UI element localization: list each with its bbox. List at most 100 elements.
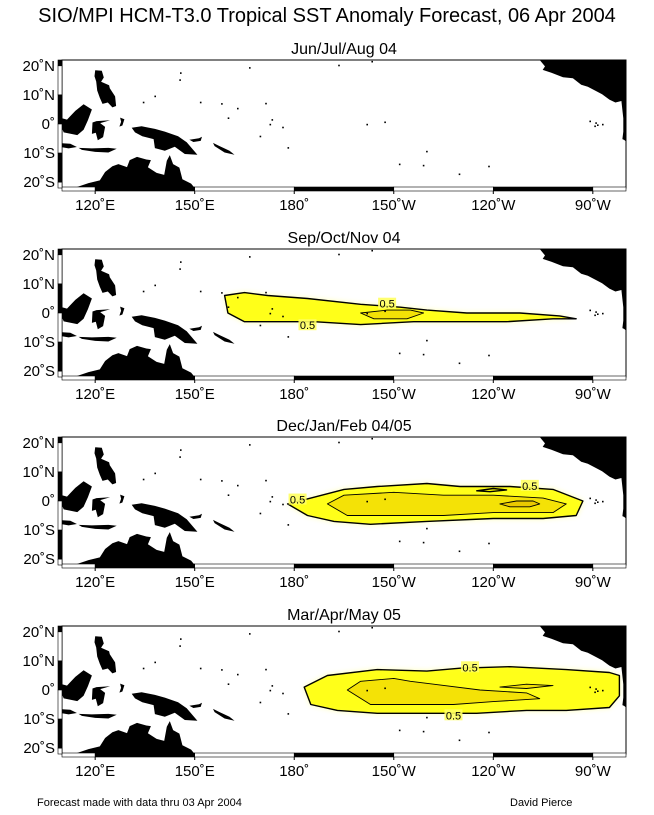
- landmass-sulawesi: [91, 497, 111, 518]
- lat-border-segment: [57, 312, 63, 343]
- x-tick-label-150-e: 150˚E: [175, 197, 215, 214]
- island-dot: [589, 497, 591, 500]
- island-dot: [221, 103, 223, 105]
- lat-border-segment: [57, 283, 63, 314]
- island-dot: [426, 150, 428, 153]
- y-tick-label: 10˚N: [22, 87, 55, 104]
- plot-area: 0.5 0.5: [62, 437, 626, 565]
- landmass-newbritain: [189, 513, 202, 519]
- map-panel-3: Dec/Jan/Feb 04/05 0.5 0.5 120˚E 150˚E 180˚ 150…: [22, 418, 627, 591]
- island-dot: [249, 256, 251, 258]
- y-tick-label: 20˚N: [22, 624, 55, 641]
- island-dot: [180, 72, 182, 74]
- x-tick-label-90-w: 90˚W: [575, 574, 612, 591]
- x-tick-label-150-e: 150˚E: [175, 386, 215, 403]
- lat-border-segment: [57, 471, 63, 502]
- lon-border-segment: [94, 563, 196, 569]
- island-dot: [265, 668, 267, 671]
- contour-line-0-5: [223, 291, 577, 326]
- contour-line-0-5: [476, 487, 508, 493]
- lat-border-segment: [57, 65, 63, 96]
- anomaly-fill-0-7: [327, 492, 567, 516]
- island-dot: [199, 101, 202, 104]
- contour-line-0-5: [303, 666, 621, 714]
- island-dot: [594, 314, 596, 317]
- island-dot: [287, 336, 290, 338]
- y-tick-label: 20˚N: [22, 247, 55, 264]
- lon-border-segment: [61, 375, 96, 381]
- island-dot: [237, 484, 239, 487]
- landmass-cuba: [610, 437, 626, 442]
- contour-label-bg: [288, 493, 307, 505]
- lat-border-segment: [57, 500, 63, 531]
- landmass-halmahera: [119, 683, 125, 693]
- island-dot: [154, 472, 156, 475]
- island-dot: [398, 163, 401, 166]
- island-dot: [488, 165, 490, 168]
- island-dot: [237, 107, 239, 110]
- ocean-background: [62, 60, 626, 188]
- lon-border-segment: [94, 375, 196, 381]
- island-dot: [271, 496, 274, 498]
- island-dot: [338, 253, 340, 256]
- island-dot: [199, 667, 202, 670]
- island-dot: [398, 540, 401, 543]
- y-tick-label: 10˚N: [22, 276, 55, 293]
- map-panel-2: Sep/Oct/Nov 04 0.5 0.5 120˚E 150˚E 180˚ 150˚W 1…: [22, 230, 627, 403]
- island-dot: [458, 550, 461, 553]
- lat-border-segment: [57, 94, 63, 125]
- lat-border-segment: [57, 631, 63, 662]
- lon-border-segment: [61, 186, 96, 192]
- contour-label: 0.5: [446, 710, 461, 722]
- lat-border-segment: [57, 747, 63, 755]
- footer-author: David Pierce: [510, 797, 572, 809]
- lon-border-segment: [94, 186, 196, 192]
- y-tick-label: 10˚N: [22, 653, 55, 670]
- lon-border-segment: [194, 375, 295, 381]
- x-tick-label-90-w: 90˚W: [575, 197, 612, 214]
- island-dot: [384, 687, 386, 690]
- island-dot: [366, 689, 368, 692]
- plot-area: 0.5 0.5: [62, 249, 626, 377]
- island-dot: [269, 123, 272, 126]
- island-dot: [265, 479, 267, 482]
- island-dot: [142, 667, 145, 670]
- lon-border-segment: [592, 375, 627, 381]
- contour-label-bg: [378, 297, 397, 309]
- island-dot: [282, 503, 284, 506]
- y-tick-label: 0˚: [42, 682, 55, 699]
- landmass-sulawesi: [91, 120, 111, 141]
- x-tick-label-90-w: 90˚W: [575, 386, 612, 403]
- contour-line-0-7: [326, 491, 567, 516]
- anomaly-fill-0-5: [224, 292, 577, 325]
- landmass-cuba: [610, 60, 626, 65]
- lon-border-segment: [492, 375, 594, 381]
- island-dot: [154, 284, 156, 287]
- island-dot: [595, 122, 597, 124]
- island-dot: [265, 291, 267, 294]
- y-tick-label: 10˚N: [22, 464, 55, 481]
- landmass-solomons: [213, 331, 235, 344]
- landmass-nusa: [78, 524, 117, 530]
- island-dot: [602, 312, 604, 315]
- island-dot: [154, 95, 156, 98]
- island-dot: [488, 354, 490, 357]
- x-tick-label-90-w: 90˚W: [575, 763, 612, 780]
- island-dot: [142, 290, 145, 293]
- island-dot: [384, 498, 386, 501]
- island-dot: [237, 673, 239, 676]
- island-dot: [458, 739, 461, 742]
- lat-border-segment: [57, 718, 63, 749]
- x-tick-label-150-w: 150˚W: [372, 763, 417, 780]
- island-dot: [371, 249, 373, 252]
- landmass-newbritain: [189, 702, 202, 708]
- y-tick-label: 20˚S: [23, 174, 55, 191]
- landmass-philippines: [94, 447, 117, 485]
- island-dot: [269, 500, 272, 503]
- y-tick-label: 20˚N: [22, 435, 55, 452]
- x-tick-label-180: 180˚: [279, 574, 309, 591]
- lon-border-segment: [592, 752, 627, 758]
- landmass-java: [62, 143, 77, 149]
- anomaly-fill-0-7: [347, 678, 540, 705]
